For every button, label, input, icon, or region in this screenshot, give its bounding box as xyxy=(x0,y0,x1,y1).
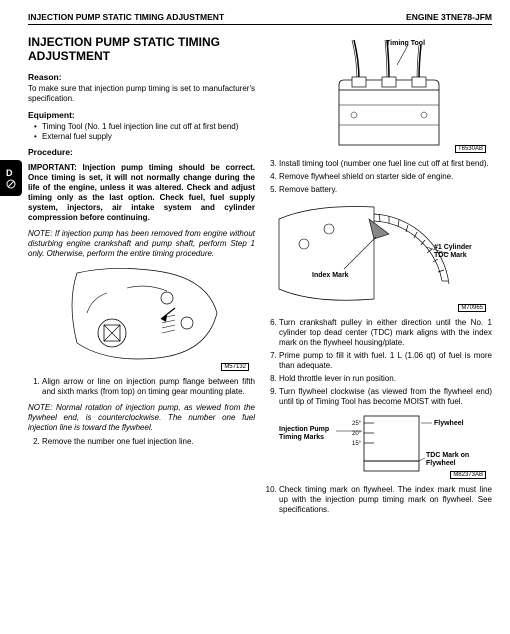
important-label: IMPORTANT: xyxy=(28,163,77,172)
reason-body: To make sure that injection pump timing … xyxy=(28,84,255,104)
note2-body: Normal rotation of injection pump, as vi… xyxy=(28,403,255,432)
t20: 20° xyxy=(352,431,362,437)
step: Check timing mark on flywheel. The index… xyxy=(279,485,492,515)
note1-body: If injection pump has been removed from … xyxy=(28,229,255,258)
fig3-code: M70965 xyxy=(458,304,486,312)
t15: 15° xyxy=(352,441,362,447)
procedure-head: Procedure: xyxy=(28,147,255,157)
equip-item: Timing Tool (No. 1 fuel injection line c… xyxy=(28,122,255,131)
fig3-tdc-label: #1 CylinderTDC Mark xyxy=(434,244,472,259)
fig4-tdc: TDC Mark onFlywheel xyxy=(426,452,469,467)
fig1-code: M57132 xyxy=(221,363,249,371)
fig3-index-label: Index Mark xyxy=(312,272,349,279)
header-right: ENGINE 3TNE78-JFM xyxy=(406,12,492,22)
steps-right-a: Install timing tool (number one fuel lin… xyxy=(265,159,492,195)
equip-item: External fuel supply xyxy=(28,132,255,141)
step: Turn flywheel clockwise (as viewed from … xyxy=(279,387,492,407)
t25: 25° xyxy=(352,421,362,427)
step: Align arrow or line on injection pump fl… xyxy=(42,377,255,397)
note-2: NOTE: Normal rotation of injection pump,… xyxy=(28,403,255,433)
figure-1: M57132 xyxy=(28,263,255,373)
figure-3: Index Mark #1 CylinderTDC Mark M70965 xyxy=(265,199,492,314)
steps-right-c: Check timing mark on flywheel. The index… xyxy=(265,485,492,515)
fig2-code: T6530AB xyxy=(455,145,486,153)
reason-head: Reason: xyxy=(28,72,255,82)
fig2-timing-tool-label: Timing Tool xyxy=(386,40,425,47)
figure-4: 25° 20° 15° Injection PumpTiming Marks F… xyxy=(265,411,492,481)
steps-left-2: Remove the number one fuel injection lin… xyxy=(28,437,255,447)
figure-2: Timing Tool xyxy=(265,35,492,155)
step: Prime pump to fill it with fuel. 1 L (1.… xyxy=(279,351,492,371)
steps-left-1: Align arrow or line on injection pump fl… xyxy=(28,377,255,397)
fig4-code: M82373AB xyxy=(450,471,486,479)
page-header: INJECTION PUMP STATIC TIMING ADJUSTMENT … xyxy=(28,12,492,25)
step: Hold throttle lever in run position. xyxy=(279,374,492,384)
step: Remove flywheel shield on starter side o… xyxy=(279,172,492,182)
note2-label: NOTE: xyxy=(28,403,52,412)
fig4-flywheel: Flywheel xyxy=(434,420,464,427)
step: Remove the number one fuel injection lin… xyxy=(42,437,255,447)
steps-right-b: Turn crankshaft pulley in either directi… xyxy=(265,318,492,407)
step: Remove battery. xyxy=(279,185,492,195)
step: Turn crankshaft pulley in either directi… xyxy=(279,318,492,348)
note1-label: NOTE: xyxy=(28,229,52,238)
fig4-injpump: Injection PumpTiming Marks xyxy=(279,426,329,441)
equipment-head: Equipment: xyxy=(28,110,255,120)
page-title: INJECTION PUMP STATIC TIMING ADJUSTMENT xyxy=(28,35,255,64)
header-left: INJECTION PUMP STATIC TIMING ADJUSTMENT xyxy=(28,12,224,22)
step: Install timing tool (number one fuel lin… xyxy=(279,159,492,169)
important-block: IMPORTANT: Injection pump timing should … xyxy=(28,163,255,223)
right-column: Timing Tool xyxy=(265,35,492,518)
note-1: NOTE: If injection pump has been removed… xyxy=(28,229,255,259)
left-column: INJECTION PUMP STATIC TIMING ADJUSTMENT … xyxy=(28,35,255,518)
